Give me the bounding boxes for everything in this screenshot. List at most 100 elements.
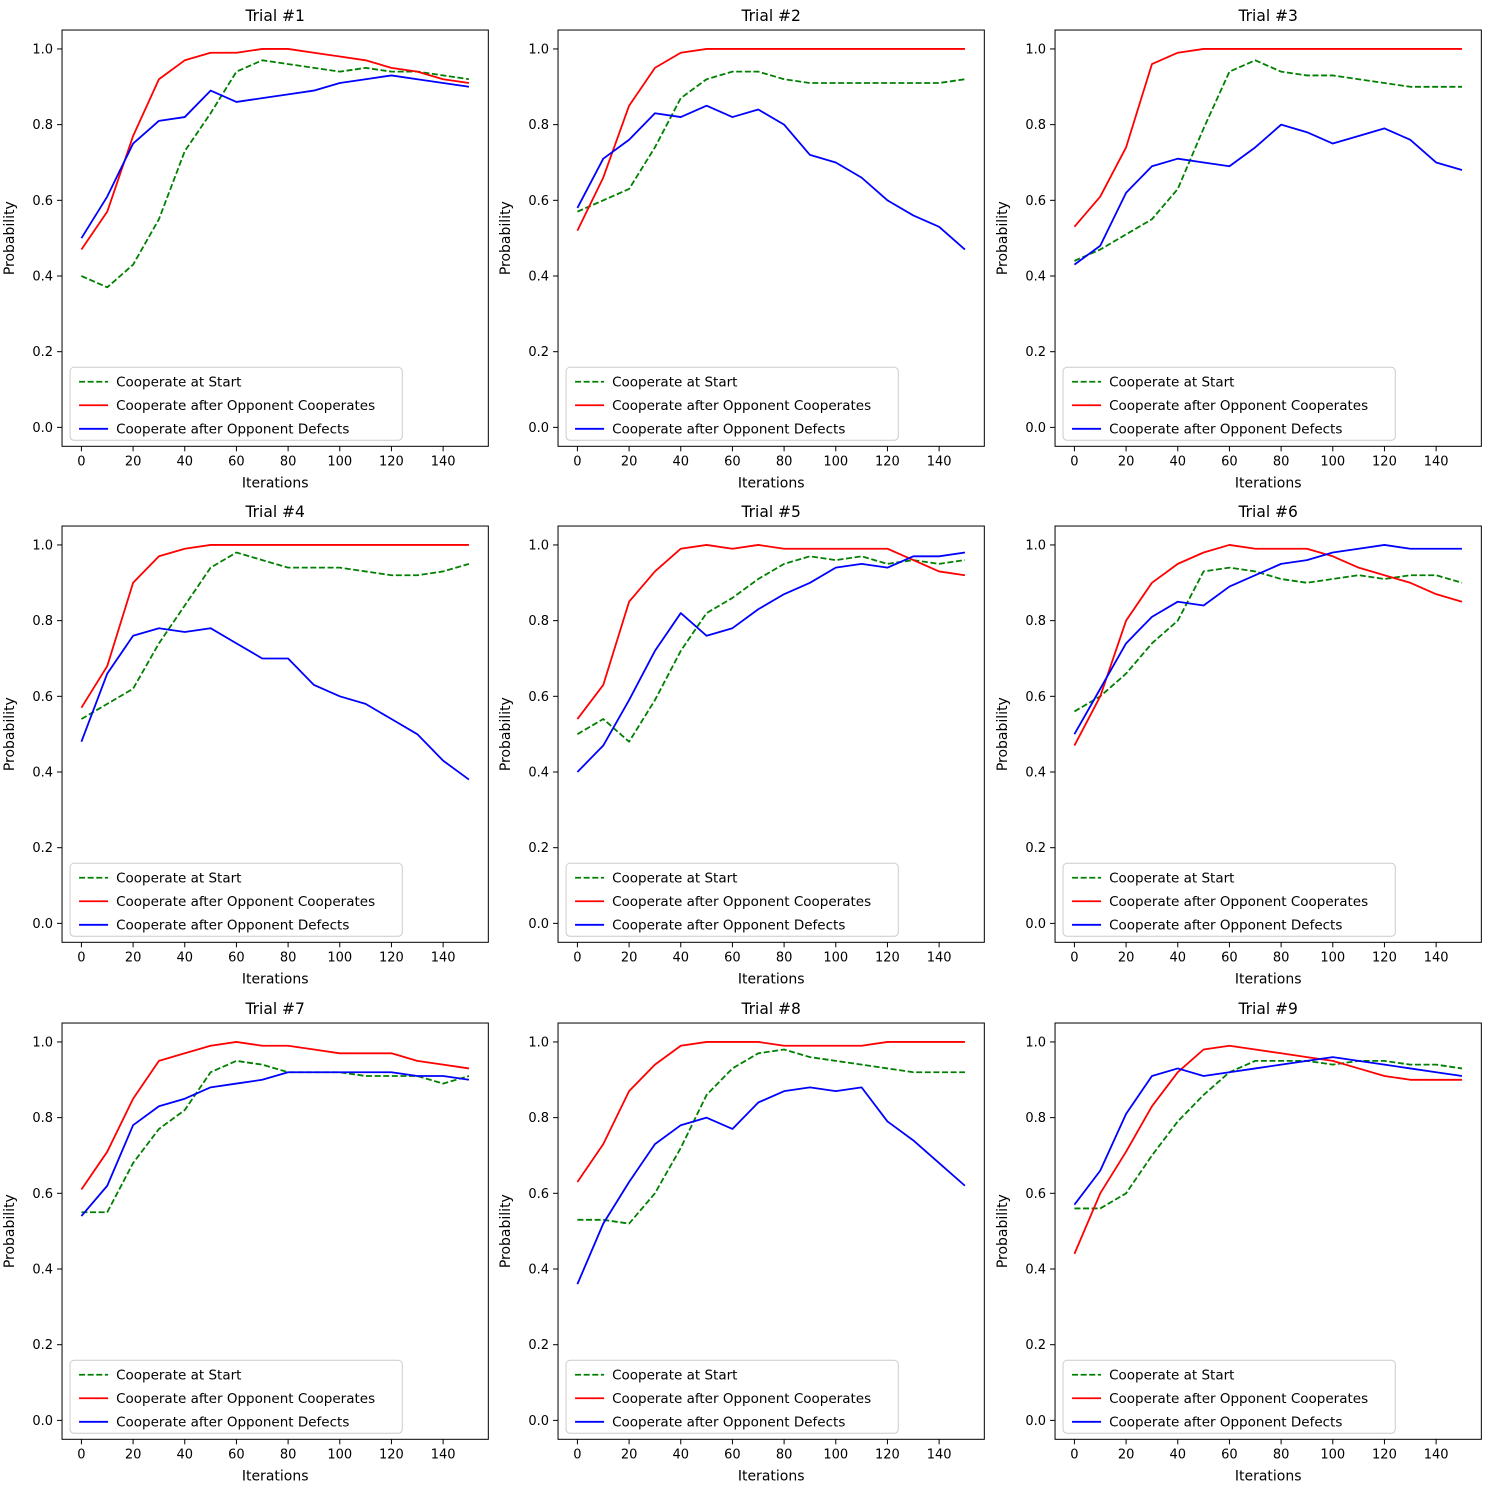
- chart-title: Trial #6: [1237, 503, 1297, 521]
- x-axis-label: Iterations: [738, 972, 805, 988]
- y-tick-label: 0.6: [1025, 194, 1046, 209]
- x-tick-label: 80: [1272, 454, 1289, 469]
- x-tick-label: 0: [77, 951, 85, 966]
- x-tick-label: 60: [724, 951, 741, 966]
- y-tick-label: 0.0: [32, 917, 53, 932]
- legend-label: Cooperate after Opponent Defects: [1109, 1414, 1342, 1430]
- y-tick-label: 0.6: [32, 690, 53, 705]
- x-tick-label: 0: [1070, 1447, 1078, 1462]
- y-tick-label: 0.2: [1025, 345, 1046, 360]
- x-tick-label: 40: [673, 951, 690, 966]
- series-line-cooperate-at-start: [577, 1048, 966, 1225]
- y-tick-label: 0.4: [32, 270, 53, 285]
- axes-frame: [1054, 1022, 1482, 1440]
- x-tick-label: 40: [1169, 951, 1186, 966]
- y-tick-label: 0.2: [1025, 842, 1046, 857]
- y-tick-label: 0.2: [529, 345, 550, 360]
- x-tick-label: 120: [875, 951, 900, 966]
- x-tick-label: 0: [77, 454, 85, 469]
- legend: Cooperate at Start Cooperate after Oppone…: [1062, 863, 1396, 938]
- x-tick-label: 140: [1423, 1447, 1448, 1462]
- legend: Cooperate at Start Cooperate after Oppone…: [69, 366, 403, 441]
- y-tick-label: 0.6: [529, 1187, 550, 1202]
- x-tick-label: 40: [673, 1447, 690, 1462]
- subplot-trial-7: 0 20 40 60 80 100 120 140 0.0 0.2 0.4 0.6 0.8 1.0 Tria…: [0, 993, 496, 1489]
- series-line-cooperate-after-opponent-defects: [1073, 1055, 1462, 1205]
- x-tick-label: 20: [125, 454, 142, 469]
- series-line-cooperate-at-start: [577, 555, 966, 743]
- y-tick-label: 0.0: [1025, 1414, 1046, 1429]
- legend-frame: [69, 1359, 403, 1434]
- x-axis-label: Iterations: [1235, 972, 1302, 988]
- subplot-trial-1: 0 20 40 60 80 100 120 140 0.0 0.2 0.4 0.6 0.8 1.0 Tria…: [0, 0, 496, 496]
- legend-label: Cooperate at Start: [1109, 375, 1234, 391]
- series-line-cooperate-at-start: [577, 70, 966, 213]
- chart-title: Trial #7: [244, 1000, 304, 1018]
- y-tick-label: 1.0: [529, 42, 550, 57]
- x-tick-label: 140: [927, 454, 952, 469]
- series-line-cooperate-after-opponent-defects: [80, 627, 470, 781]
- legend-label: Cooperate at Start: [1109, 871, 1234, 887]
- x-tick-label: 140: [927, 1447, 952, 1462]
- series-line-cooperate-after-opponent-defects: [80, 74, 470, 239]
- x-axis-label: Iterations: [738, 475, 805, 491]
- y-tick-label: 1.0: [1025, 539, 1046, 554]
- legend: Cooperate at Start Cooperate after Oppone…: [565, 863, 900, 938]
- y-tick-label: 1.0: [529, 539, 550, 554]
- legend-label: Cooperate at Start: [116, 871, 241, 887]
- y-tick-label: 0.0: [529, 1414, 550, 1429]
- subplot-trial-6: 0 20 40 60 80 100 120 140 0.0 0.2 0.4 0.6 0.8 1.0 Tria…: [993, 496, 1489, 992]
- legend-label: Cooperate after Opponent Cooperates: [116, 894, 375, 910]
- y-tick-label: 0.6: [1025, 1187, 1046, 1202]
- legend-label: Cooperate after Opponent Cooperates: [116, 1391, 375, 1407]
- x-tick-label: 80: [776, 951, 793, 966]
- x-tick-label: 40: [1169, 454, 1186, 469]
- y-tick-label: 0.4: [529, 1262, 550, 1277]
- x-tick-label: 80: [1272, 1447, 1289, 1462]
- legend-label: Cooperate after Opponent Defects: [1109, 918, 1342, 934]
- y-axis-label: Probability: [498, 1194, 514, 1268]
- subplot-trial-8: 0 20 40 60 80 100 120 140 0.0 0.2 0.4 0.6 0.8 1.0 Tria…: [496, 993, 992, 1489]
- chart-title: Trial #2: [741, 7, 801, 25]
- y-axis-label: Probability: [995, 1194, 1011, 1268]
- x-tick-label: 80: [1272, 951, 1289, 966]
- chart-canvas-8: 0 20 40 60 80 100 120 140 0.0 0.2 0.4 0.6 0.8 1.0 Tria…: [498, 1000, 986, 1484]
- x-tick-label: 100: [327, 454, 352, 469]
- x-tick-label: 20: [1117, 454, 1134, 469]
- series-line-cooperate-after-opponent-cooperates: [1073, 1044, 1462, 1254]
- chart-title: Trial #9: [1237, 1000, 1297, 1018]
- x-axis-label: Iterations: [242, 972, 309, 988]
- series-line-cooperate-at-start: [80, 551, 470, 721]
- legend-label: Cooperate after Opponent Defects: [612, 422, 845, 438]
- legend-label: Cooperate after Opponent Cooperates: [116, 398, 375, 414]
- x-tick-label: 40: [176, 1447, 193, 1462]
- x-tick-label: 60: [1221, 951, 1238, 966]
- legend: Cooperate at Start Cooperate after Oppone…: [69, 1359, 403, 1434]
- x-axis-label: Iterations: [1235, 475, 1302, 491]
- legend: Cooperate at Start Cooperate after Oppone…: [69, 863, 403, 938]
- x-axis-label: Iterations: [738, 1468, 805, 1484]
- legend-label: Cooperate after Opponent Cooperates: [1109, 1391, 1368, 1407]
- x-tick-label: 0: [574, 951, 582, 966]
- legend: Cooperate at Start Cooperate after Oppone…: [1062, 366, 1396, 441]
- y-tick-label: 0.8: [529, 1111, 550, 1126]
- y-tick-label: 0.8: [529, 614, 550, 629]
- x-tick-label: 60: [228, 454, 245, 469]
- y-tick-label: 0.8: [1025, 614, 1046, 629]
- series-line-cooperate-after-opponent-cooperates: [80, 1040, 470, 1190]
- x-tick-label: 120: [1372, 951, 1397, 966]
- y-tick-label: 0.0: [529, 917, 550, 932]
- x-tick-label: 100: [327, 951, 352, 966]
- x-tick-label: 100: [1320, 1447, 1345, 1462]
- legend-label: Cooperate after Opponent Defects: [612, 918, 845, 934]
- chart-title: Trial #3: [1237, 7, 1297, 25]
- legend-label: Cooperate after Opponent Cooperates: [1109, 398, 1368, 414]
- chart-canvas-9: 0 20 40 60 80 100 120 140 0.0 0.2 0.4 0.6 0.8 1.0 Tria…: [995, 1000, 1482, 1484]
- y-tick-label: 0.4: [529, 766, 550, 781]
- y-axis-label: Probability: [2, 1194, 18, 1268]
- x-tick-label: 20: [125, 951, 142, 966]
- y-tick-label: 0.8: [32, 614, 53, 629]
- series-line-cooperate-after-opponent-cooperates: [576, 48, 966, 231]
- x-tick-label: 20: [1117, 951, 1134, 966]
